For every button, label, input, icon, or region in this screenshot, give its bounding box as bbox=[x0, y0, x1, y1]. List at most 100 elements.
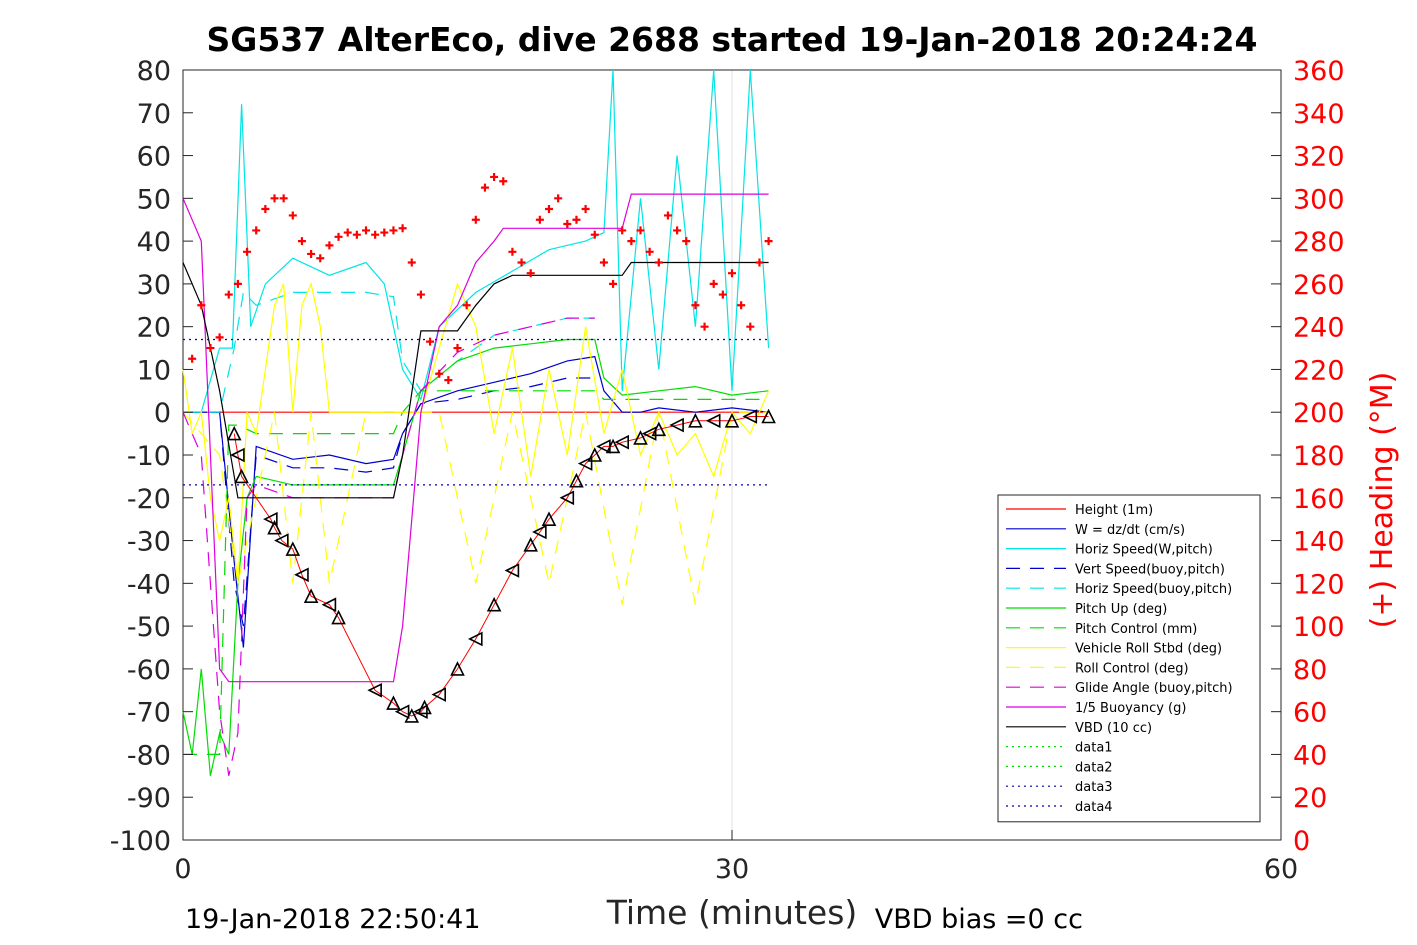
x-tick-label: 60 bbox=[1264, 854, 1298, 885]
heading-marker bbox=[352, 230, 361, 239]
heading-marker bbox=[362, 226, 370, 235]
heading-marker bbox=[480, 183, 489, 192]
depth-marker bbox=[587, 447, 603, 462]
y-tick-label: -40 bbox=[127, 569, 171, 600]
heading-marker bbox=[325, 241, 334, 250]
series-line-5 bbox=[182, 338, 769, 776]
depth-marker bbox=[450, 661, 465, 676]
depth-marker bbox=[724, 412, 740, 428]
series-line-4 bbox=[183, 291, 595, 413]
y-tick-label: -90 bbox=[127, 783, 171, 814]
heading-marker bbox=[709, 279, 718, 288]
legend-label: data2 bbox=[1075, 760, 1113, 775]
y2-tick-label: 260 bbox=[1293, 270, 1345, 301]
depth-marker bbox=[605, 438, 621, 454]
heading-marker bbox=[307, 249, 316, 258]
heading-marker bbox=[252, 226, 261, 235]
y-tick-label: 70 bbox=[137, 99, 171, 130]
chart-title: SG537 AlterEco, dive 2688 started 19-Jan… bbox=[206, 20, 1257, 59]
y2-tick-label: 220 bbox=[1293, 355, 1345, 386]
depth-track bbox=[226, 408, 776, 723]
heading-marker bbox=[453, 344, 462, 353]
legend-label: Pitch Up (deg) bbox=[1075, 602, 1167, 617]
heading-marker bbox=[270, 194, 279, 203]
heading-marker bbox=[590, 230, 599, 239]
heading-marker bbox=[526, 269, 535, 278]
y-tick-label: 30 bbox=[137, 270, 171, 301]
heading-marker bbox=[233, 279, 242, 288]
heading-marker bbox=[599, 258, 608, 267]
series-line-8 bbox=[182, 411, 769, 605]
heading-marker bbox=[545, 205, 553, 214]
y2-axis-ticks: 3603403203002802602402202001801601401201… bbox=[1271, 56, 1345, 857]
legend-label: Vert Speed(buoy,pitch) bbox=[1075, 562, 1225, 577]
y-tick-label: 60 bbox=[137, 142, 171, 173]
y2-tick-label: 240 bbox=[1293, 313, 1345, 344]
legend-label: data1 bbox=[1075, 741, 1113, 756]
depth-marker bbox=[486, 596, 502, 612]
depth-marker bbox=[468, 631, 483, 647]
heading-marker bbox=[343, 228, 352, 237]
depth-marker bbox=[641, 426, 657, 441]
y-tick-label: -60 bbox=[127, 655, 171, 686]
heading-marker bbox=[645, 247, 654, 256]
heading-marker bbox=[508, 247, 517, 256]
depth-marker bbox=[321, 597, 337, 613]
y2-tick-label: 160 bbox=[1293, 484, 1345, 515]
y2-tick-label: 180 bbox=[1293, 441, 1345, 472]
y2-tick-label: 80 bbox=[1293, 655, 1327, 686]
legend: Height (1m) W = dz/dt (cm/s) Horiz Speed(W… bbox=[997, 494, 1261, 823]
legend-label: Height (1m) bbox=[1075, 503, 1153, 518]
depth-marker bbox=[331, 609, 346, 625]
y-tick-label: 50 bbox=[137, 184, 171, 215]
heading-marker bbox=[755, 258, 764, 267]
legend-label: Pitch Control (mm) bbox=[1075, 622, 1197, 637]
depth-marker bbox=[431, 687, 446, 702]
legend-label: Vehicle Roll Stbd (deg) bbox=[1075, 642, 1222, 657]
heading-marker bbox=[691, 301, 700, 310]
y2-tick-label: 200 bbox=[1293, 398, 1345, 429]
y2-tick-label: 340 bbox=[1293, 99, 1345, 130]
heading-marker bbox=[572, 215, 581, 224]
depth-marker bbox=[367, 682, 382, 698]
depth-marker bbox=[504, 563, 520, 578]
depth-marker bbox=[523, 537, 538, 552]
y-tick-label: 0 bbox=[154, 398, 171, 429]
heading-marker bbox=[462, 301, 471, 310]
depth-marker bbox=[404, 708, 420, 723]
heading-marker bbox=[215, 333, 224, 342]
y-tick-label: 20 bbox=[137, 313, 171, 344]
heading-marker bbox=[673, 226, 682, 235]
depth-marker bbox=[394, 704, 410, 719]
legend-label: data4 bbox=[1075, 800, 1113, 815]
heading-marker bbox=[261, 205, 270, 214]
y-tick-label: 40 bbox=[137, 227, 171, 258]
legend-box bbox=[997, 494, 1261, 823]
heading-marker bbox=[654, 258, 663, 267]
depth-marker bbox=[705, 413, 721, 429]
y2-axis-label: (+) Heading (°M) bbox=[1365, 372, 1400, 629]
heading-marker bbox=[279, 194, 288, 203]
heading-marker bbox=[636, 226, 645, 235]
heading-marker bbox=[663, 211, 672, 220]
depth-marker bbox=[569, 472, 584, 488]
heading-marker bbox=[517, 258, 526, 267]
y-tick-label: -100 bbox=[110, 826, 171, 857]
heading-marker bbox=[188, 354, 197, 363]
depth-marker bbox=[274, 533, 289, 548]
y2-tick-label: 60 bbox=[1293, 698, 1327, 729]
y2-tick-label: 300 bbox=[1293, 184, 1345, 215]
heading-marker bbox=[297, 237, 306, 246]
y-tick-label: -70 bbox=[127, 698, 171, 729]
y-tick-label: -30 bbox=[127, 527, 171, 558]
series-line-3 bbox=[183, 377, 595, 627]
heading-marker bbox=[435, 369, 444, 378]
heading-marker bbox=[718, 290, 727, 299]
depth-marker bbox=[742, 409, 758, 424]
legend-label: Roll Control (deg) bbox=[1075, 661, 1189, 676]
heading-marker bbox=[764, 237, 773, 246]
heading-marker bbox=[206, 344, 215, 353]
y-tick-label: 10 bbox=[137, 355, 171, 386]
series-line-6 bbox=[183, 390, 769, 756]
series-layer bbox=[182, 69, 770, 776]
